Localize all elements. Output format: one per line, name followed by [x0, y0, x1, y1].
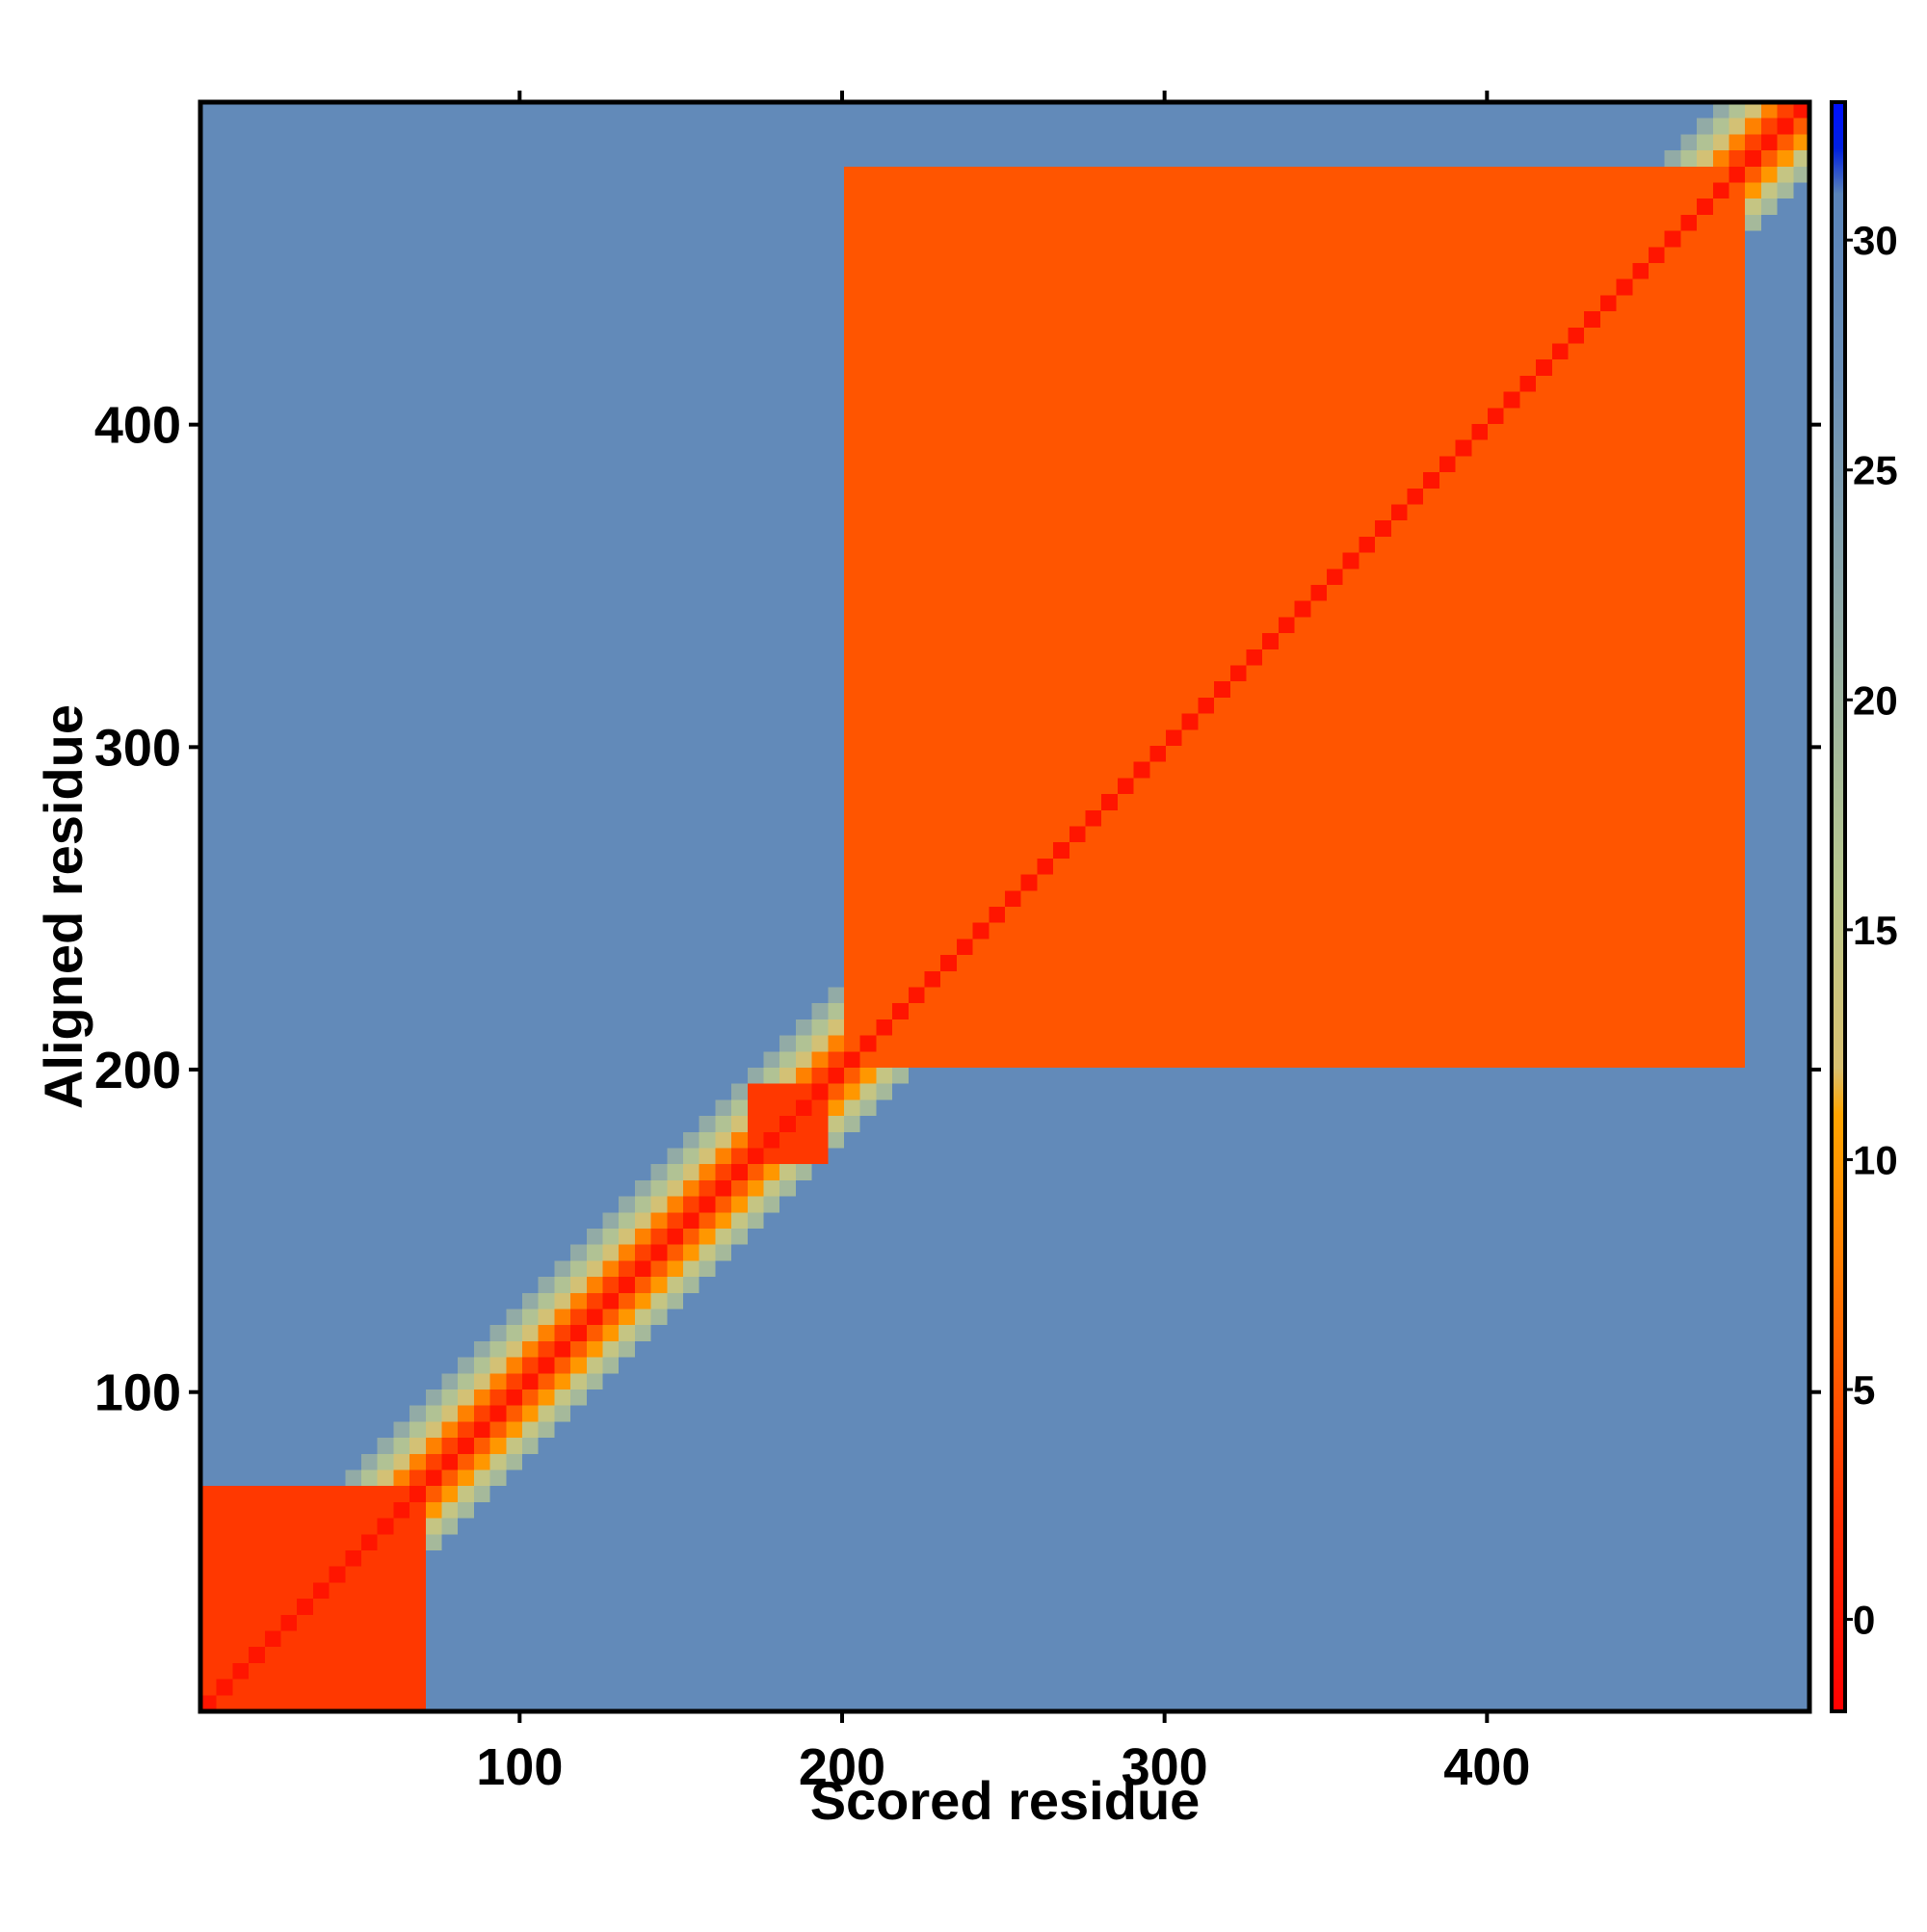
colorbar-tick-label: 20 — [1853, 677, 1898, 723]
colorbar-tick-label: 10 — [1853, 1137, 1898, 1182]
x-tick-label: 100 — [476, 1738, 563, 1796]
heatmap-cells — [200, 102, 1809, 1711]
y-tick-label: 400 — [94, 397, 181, 455]
y-axis-label: Aligned residue — [33, 704, 93, 1109]
colorbar-tick-label: 15 — [1853, 908, 1898, 953]
y-axis-ticks: 100 200 300 400 — [94, 397, 1821, 1422]
y-tick-label: 100 — [94, 1364, 181, 1422]
y-tick-label: 300 — [94, 719, 181, 777]
colorbar-gradient — [1830, 100, 1847, 1713]
colorbar-tick-label: 0 — [1853, 1598, 1875, 1643]
colorbar-tick-label: 5 — [1853, 1367, 1875, 1413]
colorbar-tick-label: 30 — [1853, 218, 1898, 263]
colorbar: 0 5 10 15 20 25 30 — [1830, 100, 1898, 1713]
y-tick-label: 200 — [94, 1042, 181, 1099]
x-axis-ticks: 100 200 300 400 — [476, 91, 1530, 1796]
plot-frame — [198, 99, 1812, 1714]
colorbar-tick-label: 25 — [1853, 448, 1898, 493]
x-tick-label: 400 — [1443, 1738, 1530, 1796]
x-tick-label: 300 — [1122, 1738, 1208, 1796]
x-axis-label: Scored residue — [810, 1770, 1201, 1831]
x-tick-label: 200 — [799, 1738, 885, 1796]
heatmap-image — [200, 102, 1809, 1711]
